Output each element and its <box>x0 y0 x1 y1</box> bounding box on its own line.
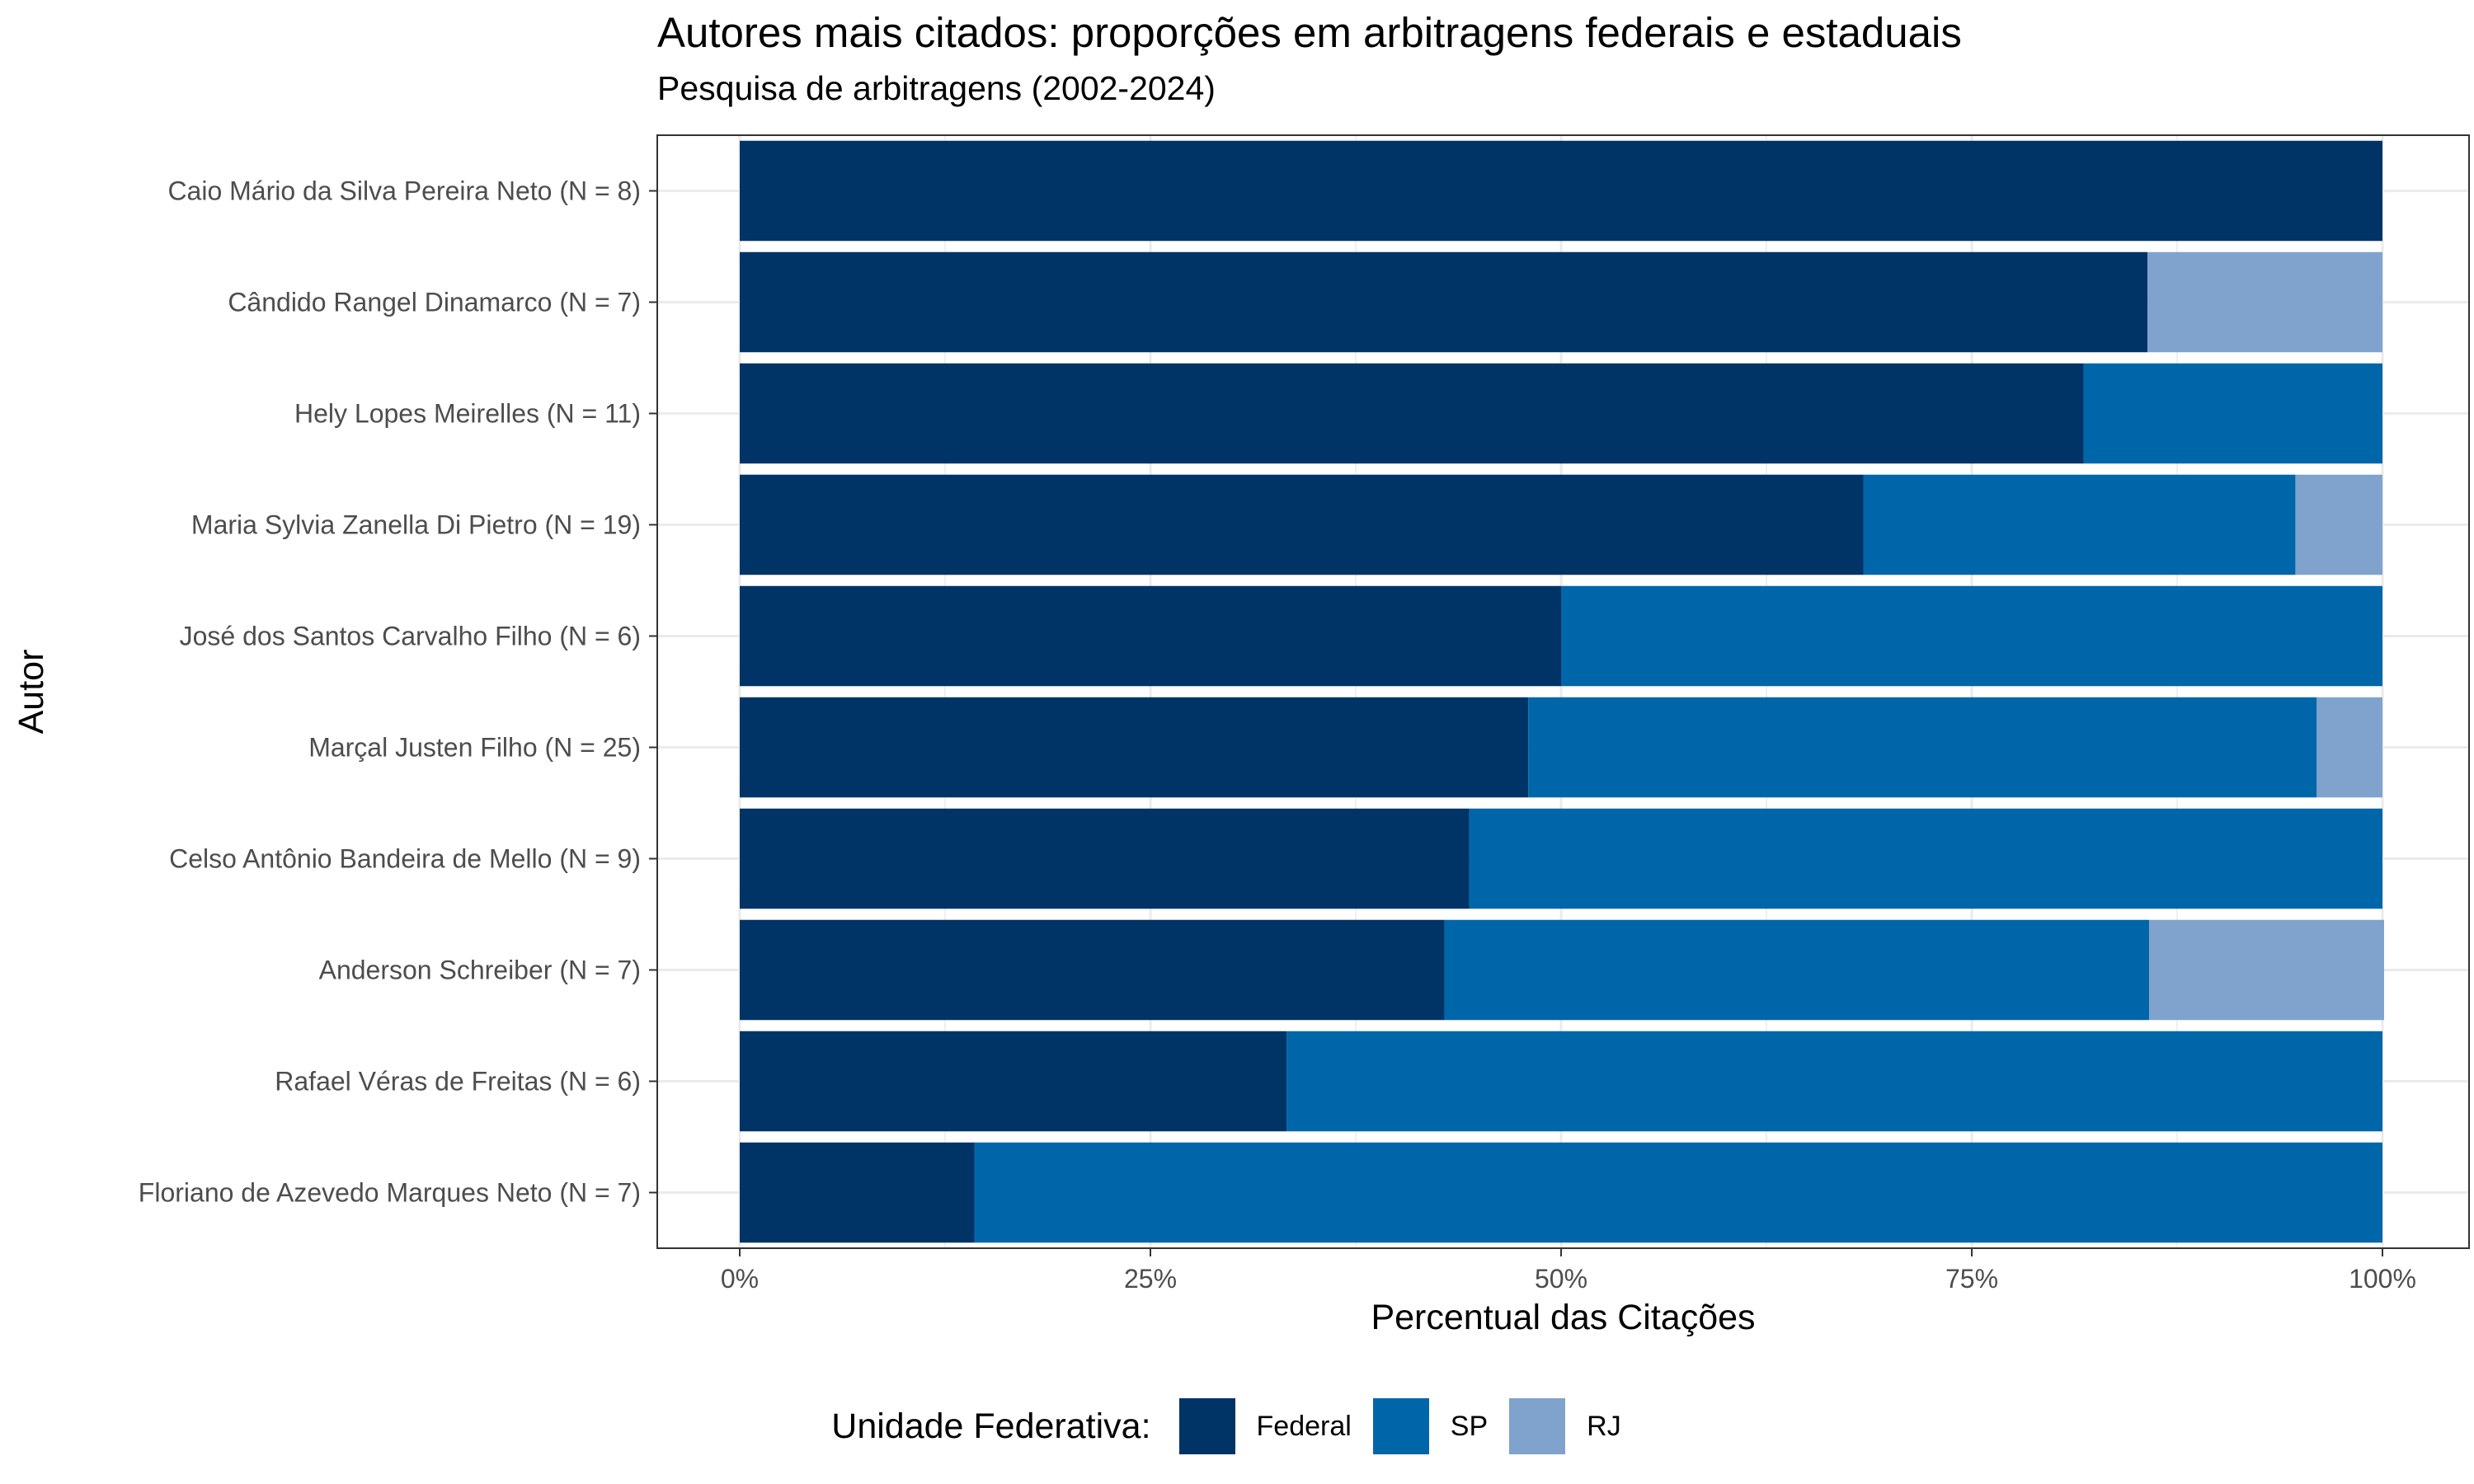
x-axis: 0% 25% 50% 75% 100% <box>721 1248 2416 1294</box>
legend-label-sp: SP <box>1450 1410 1489 1442</box>
y-axis-title: Autor <box>12 650 51 735</box>
legend: Unidade Federativa: Federal SP RJ <box>0 1393 2474 1459</box>
y-tick-label: Marçal Justen Filho (N = 25) <box>308 733 641 763</box>
legend-item-federal: Federal <box>1178 1398 1352 1454</box>
chart-title: Autores mais citados: proporções em arbi… <box>657 9 1962 56</box>
x-axis-title: Percentual das Citações <box>1371 1298 1755 1337</box>
legend-key-federal <box>1178 1398 1235 1454</box>
bar-federal <box>740 140 2382 242</box>
bar-federal <box>740 1142 975 1243</box>
chart-subtitle: Pesquisa de arbitragens (2002-2024) <box>657 69 1216 107</box>
y-tick-label: Anderson Schreiber (N = 7) <box>319 956 641 985</box>
y-tick-label: Maria Sylvia Zanella Di Pietro (N = 19) <box>191 510 641 540</box>
bar-rj <box>2316 697 2382 798</box>
bar-sp <box>974 1142 2382 1243</box>
y-tick-label: Rafael Véras de Freitas (N = 6) <box>275 1067 641 1097</box>
x-tick-label: 25% <box>1124 1264 1177 1294</box>
bar-sp <box>1286 1031 2382 1132</box>
y-tick-label: Celso Antônio Bandeira de Mello (N = 9) <box>169 844 641 874</box>
bar-rj <box>2295 474 2382 575</box>
bar-federal <box>740 585 1561 687</box>
legend-key-rj <box>1509 1398 1566 1454</box>
bar-sp <box>1561 585 2382 687</box>
bar-federal <box>740 1031 1287 1132</box>
legend-title: Unidade Federativa: <box>831 1406 1151 1446</box>
bar-rj <box>2149 919 2384 1021</box>
y-tick-label: Floriano de Azevedo Marques Neto (N = 7) <box>139 1178 641 1208</box>
bar-federal <box>740 363 2084 464</box>
legend-label-rj: RJ <box>1587 1410 1621 1442</box>
x-tick-label: 75% <box>1945 1264 1998 1294</box>
bar-sp <box>1444 919 2150 1021</box>
legend-item-rj: RJ <box>1509 1398 1621 1454</box>
panel-border <box>656 134 2470 1249</box>
y-axis: Caio Mário da Silva Pereira Neto (N = 8)… <box>139 176 657 1208</box>
bar-sp <box>1469 808 2382 909</box>
bar-federal <box>740 251 2148 353</box>
x-tick-label: 0% <box>721 1264 759 1294</box>
bars <box>740 140 2384 1243</box>
legend-key-sp <box>1372 1398 1429 1454</box>
bar-sp <box>2083 363 2382 464</box>
bar-federal <box>740 474 1864 575</box>
legend-label-federal: Federal <box>1256 1410 1352 1442</box>
bar-federal <box>740 697 1529 798</box>
bar-sp <box>1528 697 2317 798</box>
bar-federal <box>740 919 1445 1021</box>
y-tick-label: José dos Santos Carvalho Filho (N = 6) <box>180 622 641 651</box>
y-tick-label: Cândido Rangel Dinamarco (N = 7) <box>228 288 641 317</box>
legend-items: Federal SP RJ <box>1178 1398 1643 1454</box>
x-tick-label: 50% <box>1535 1264 1587 1294</box>
x-tick-label: 100% <box>2349 1264 2416 1294</box>
bar-federal <box>740 808 1470 909</box>
y-tick-label: Hely Lopes Meirelles (N = 11) <box>294 399 641 429</box>
y-tick-label: Caio Mário da Silva Pereira Neto (N = 8) <box>167 176 641 206</box>
bar-sp <box>1863 474 2296 575</box>
bar-rj <box>2147 251 2382 353</box>
legend-item-sp: SP <box>1372 1398 1489 1454</box>
